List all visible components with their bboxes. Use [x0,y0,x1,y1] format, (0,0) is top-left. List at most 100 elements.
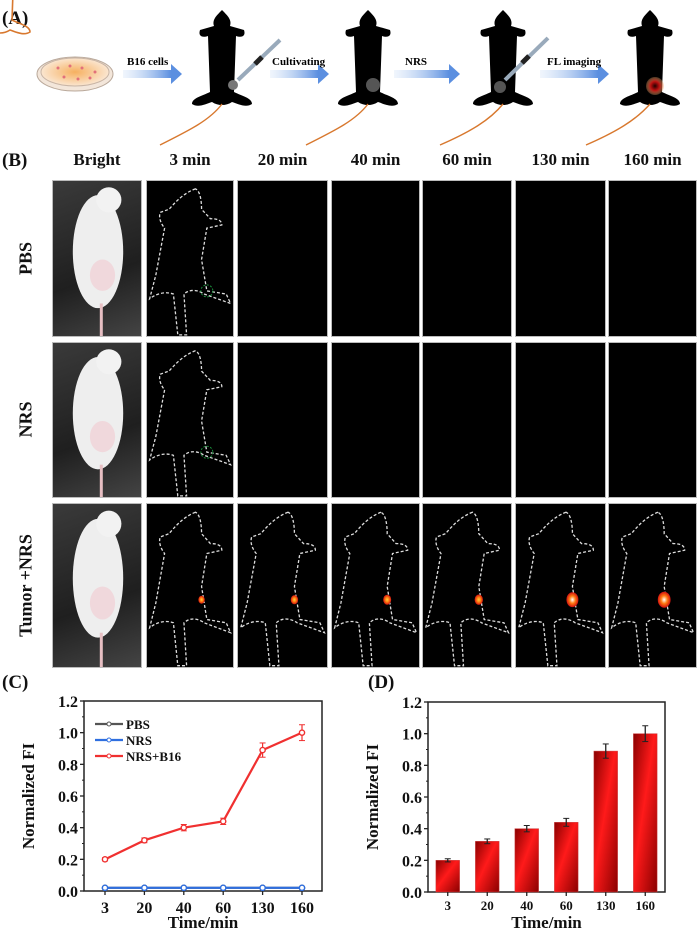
fluorescent-tumor-icon [646,77,664,95]
x-tick-label: 3 [101,900,109,917]
tumor-cells-icon [228,80,238,90]
fluorescence-image [608,180,697,337]
fluorescence-image [146,503,234,668]
arrow-icon [123,64,182,84]
column-header: 130 min [531,150,590,169]
y-tick-label: 0.4 [402,822,422,839]
fluorescence-image [237,503,328,668]
x-axis-label: Time/min [168,913,239,929]
fluorescence-image [608,503,697,668]
mouse-outline-icon [0,0,31,35]
brightfield-photo [52,342,142,498]
fluorescence-image [331,342,420,498]
fluorescence-spot [290,595,299,605]
data-point [141,837,148,844]
data-point [180,884,188,892]
y-tick-label: 1.2 [58,694,78,711]
y-tick-label: 0.6 [402,790,422,807]
y-tick-label: 1.0 [402,727,422,744]
data-point [259,884,266,892]
x-tick-label: 20 [481,898,494,913]
x-tick-label: 40 [176,900,192,917]
column-header: 20 min [257,150,308,169]
panel-d-label: (D) [368,672,395,693]
brightfield-photo [52,503,142,668]
series-line-nrs+b16 [104,731,303,861]
row-label: NRS [15,401,36,438]
data-point [298,884,306,892]
fluorescence-image [237,180,328,337]
x-tick-label: 3 [445,898,452,913]
arrow-icon [540,64,609,84]
legend-marker [106,753,112,759]
y-tick-label: 0.6 [58,789,78,806]
y-tick-label: 0.4 [58,821,78,838]
syringe-icon [236,38,282,82]
fluorescence-spot [383,594,392,605]
y-tick-label: 1.2 [402,695,422,712]
bar [514,828,539,893]
fluorescence-image [146,180,234,337]
data-point [219,818,227,825]
fluorescence-image [515,503,606,668]
step-label: NRS [405,56,428,68]
column-header: 160 min [623,150,682,169]
panel-c-label: (C) [2,672,29,693]
legend-label: NRS+B16 [126,749,182,764]
data-point [141,884,148,892]
x-tick-label: 60 [560,898,573,913]
data-point [219,884,227,892]
row-label: Tumor +NRS [15,533,36,637]
legend-label: NRS [126,733,152,748]
plot-frame [427,701,666,893]
legend-label: PBS [126,717,150,732]
y-axis-label: Normalized FI [19,743,38,850]
petri-dish-icon [36,56,114,92]
fluorescence-image [515,342,606,498]
bar [435,860,460,893]
data-point [298,729,306,736]
column-header: Bright [73,150,121,169]
fluorescence-image [515,180,606,337]
step-label: Cultivating [272,56,326,68]
fluorescence-spot [474,594,483,605]
data-point [180,824,188,831]
fluorescence-image [237,342,328,498]
tumor-icon [494,81,506,93]
column-header: 40 min [350,150,401,169]
column-header: 60 min [442,150,492,169]
column-header: 3 min [169,150,211,169]
legend-marker [106,737,112,743]
fluorescence-spot [198,595,205,604]
tumor-icon [366,78,380,92]
step-label: B16 cells [127,56,169,68]
y-tick-label: 0.8 [58,757,78,774]
data-point [259,746,266,754]
bar [633,733,658,893]
syringe-icon [503,36,550,82]
plot-frame [83,700,323,892]
fluorescence-image [422,342,512,498]
x-tick-label: 160 [636,898,656,913]
bar-chart-d: 0.0 0.2 0.4 0.6 0.8 1.0 1.2 Normalized FI 3 20 40 6… [363,695,666,929]
bar [554,822,579,893]
row-label: PBS [15,241,36,275]
fluorescence-spot [657,591,671,608]
x-tick-label: 60 [215,900,231,917]
y-tick-label: 1.0 [58,726,78,743]
fluorescence-image [422,180,512,337]
data-point [101,856,109,863]
data-point [101,884,109,892]
y-tick-label: 0.8 [402,758,422,775]
x-axis-label: Time/min [511,913,582,929]
brightfield-photo [52,180,142,337]
fluorescence-spot [566,592,579,608]
x-tick-label: 130 [251,900,275,917]
y-tick-label: 0.0 [402,885,422,902]
fluorescence-image [146,342,234,498]
y-tick-label: 0.2 [402,853,422,870]
x-tick-label: 160 [290,900,314,917]
fluorescence-image [422,503,512,668]
bar [593,750,618,893]
x-tick-label: 40 [520,898,533,913]
